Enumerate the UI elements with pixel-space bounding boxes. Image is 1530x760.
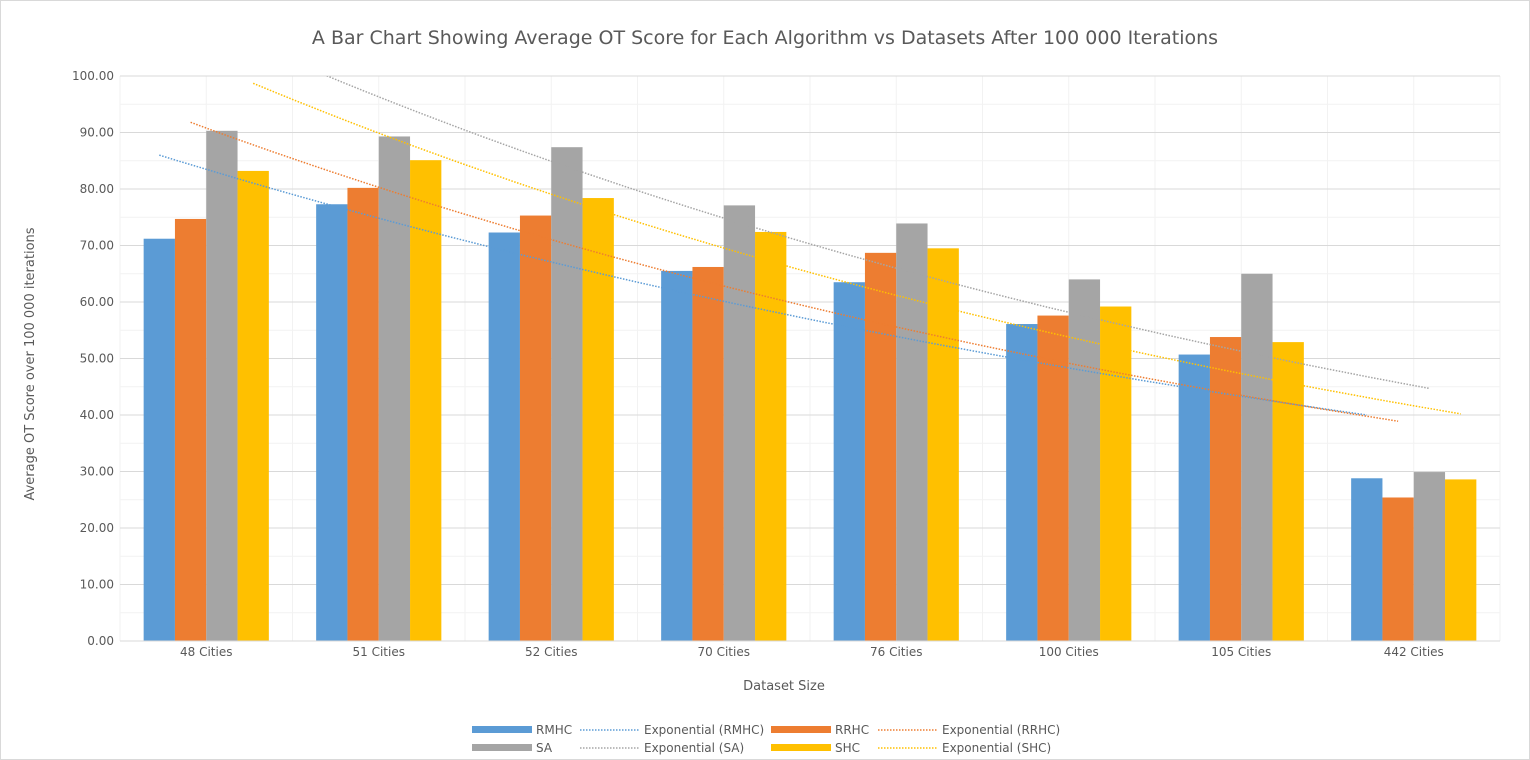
legend-swatch-bar (472, 744, 532, 751)
legend-swatch-bar (771, 726, 831, 733)
bar-shc (1445, 479, 1476, 641)
bar-sa (1241, 274, 1272, 641)
y-tick-label: 20.00 (80, 521, 114, 535)
x-tick-label: 442 Cities (1384, 645, 1444, 659)
y-tick-label: 70.00 (80, 239, 114, 253)
bar-rmhc (661, 271, 692, 641)
legend-label: Exponential (RMHC) (644, 723, 764, 737)
y-tick-label: 40.00 (80, 408, 114, 422)
bar-rmhc (834, 282, 865, 641)
y-tick-label: 10.00 (80, 578, 114, 592)
bar-shc (238, 171, 269, 641)
bar-shc (1100, 307, 1131, 641)
legend-label: SA (536, 741, 553, 755)
y-tick-label: 0.00 (87, 634, 114, 648)
x-tick-label: 76 Cities (870, 645, 922, 659)
bar-rrhc (175, 219, 206, 641)
bar-rrhc (865, 253, 896, 641)
legend-label: SHC (835, 741, 860, 755)
bar-rmhc (1179, 355, 1210, 641)
bar-rmhc (1351, 478, 1382, 641)
bar-shc (1273, 342, 1304, 641)
y-tick-label: 100.00 (72, 69, 114, 83)
y-tick-label: 60.00 (80, 295, 114, 309)
bar-shc (410, 160, 441, 641)
chart-title: A Bar Chart Showing Average OT Score for… (312, 27, 1218, 49)
legend-label: RRHC (835, 723, 869, 737)
legend-label: Exponential (RRHC) (942, 723, 1060, 737)
x-tick-label: 100 Cities (1039, 645, 1099, 659)
y-tick-label: 90.00 (80, 126, 114, 140)
bar-sa (551, 147, 582, 641)
bar-sa (896, 223, 927, 641)
bar-sa (379, 136, 410, 641)
legend-label: RMHC (536, 723, 572, 737)
bar-rrhc (1037, 316, 1068, 641)
y-tick-label: 50.00 (80, 352, 114, 366)
x-tick-label: 52 Cities (525, 645, 577, 659)
bar-sa (1414, 472, 1445, 641)
x-tick-label: 70 Cities (698, 645, 750, 659)
y-axis-title: Average OT Score over 100 000 iterations (23, 227, 38, 500)
x-tick-label: 51 Cities (353, 645, 405, 659)
x-axis-title: Dataset Size (743, 679, 825, 694)
bar-rmhc (1006, 324, 1037, 641)
legend-label: Exponential (SA) (644, 741, 744, 755)
bar-rmhc (489, 233, 520, 641)
bar-rrhc (347, 188, 378, 641)
bar-rrhc (1382, 497, 1413, 641)
bar-sa (724, 205, 755, 641)
bar-rmhc (144, 239, 175, 641)
bar-sa (1069, 279, 1100, 641)
legend-label: Exponential (SHC) (942, 741, 1051, 755)
bar-rmhc (316, 204, 347, 641)
bar-shc (755, 232, 786, 641)
legend-swatch-bar (771, 744, 831, 751)
x-tick-label: 105 Cities (1211, 645, 1271, 659)
bar-rrhc (520, 216, 551, 641)
x-tick-label: 48 Cities (180, 645, 232, 659)
y-tick-label: 80.00 (80, 182, 114, 196)
bar-rrhc (1210, 337, 1241, 641)
bar-rrhc (692, 267, 723, 641)
bar-sa (206, 131, 237, 641)
bar-shc (583, 198, 614, 641)
legend-swatch-bar (472, 726, 532, 733)
y-tick-label: 30.00 (80, 465, 114, 479)
